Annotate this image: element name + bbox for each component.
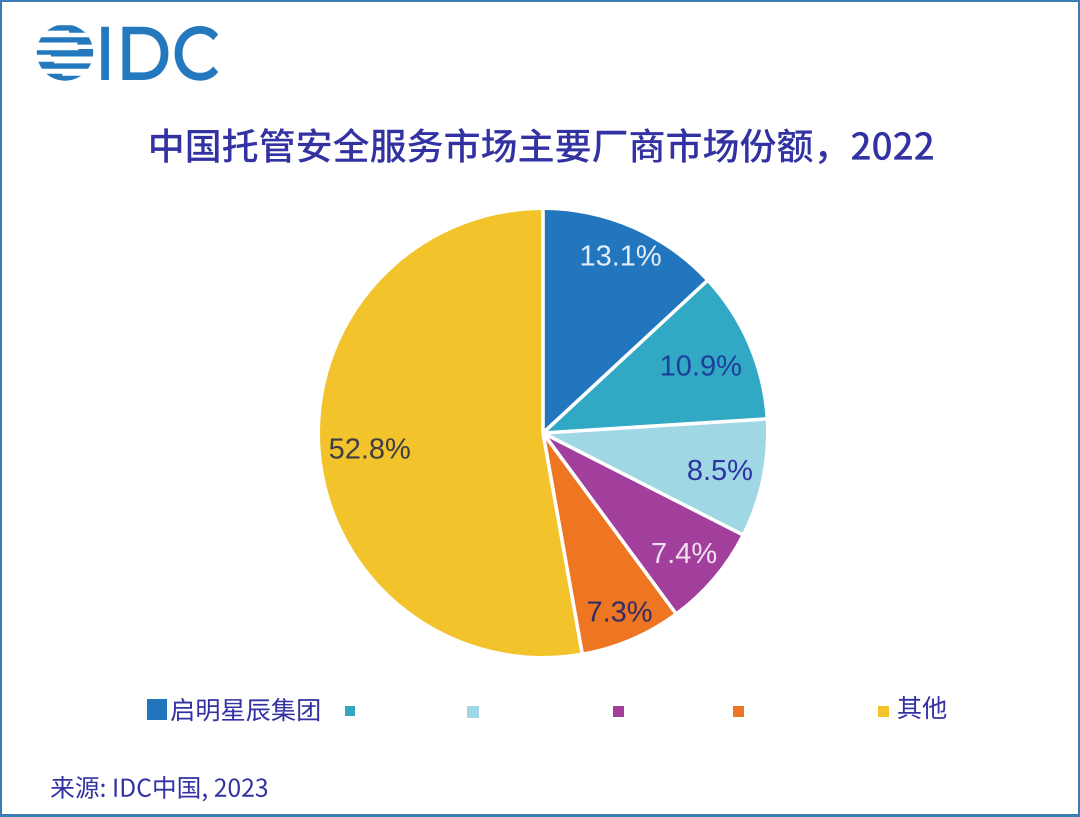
legend-swatch-3: [612, 706, 624, 717]
pie-label-3: 7.4%: [651, 538, 717, 570]
pie-slice-gap: [542, 431, 744, 537]
legend-label-outline-qita: [897, 696, 946, 720]
legend-label-outline-qiming-glyphs: [170, 697, 320, 722]
pie-slice-gap: [542, 417, 768, 435]
legend-label-outline-qiming: [170, 697, 320, 722]
pie-label-0: 13.1%: [579, 240, 661, 272]
legend-swatch-0: [147, 699, 167, 720]
globe-stripe: [36, 49, 94, 57]
chart-title-outline-glyphs: [151, 128, 933, 165]
legend-swatch-2: [467, 706, 479, 718]
pie-slice-4: [543, 433, 676, 653]
pie-label-1: 10.9%: [660, 351, 742, 383]
pie-slice-3: [543, 433, 742, 613]
pie-slice-5: [320, 210, 583, 657]
legend-swatch-5: [877, 706, 889, 717]
legend-swatch-1: [345, 706, 355, 716]
legend-swatch-4: [733, 706, 744, 717]
globe-stripe: [36, 61, 94, 69]
legend-label-outline-qita-glyphs: [897, 696, 946, 720]
pie-label-5: 52.8%: [329, 434, 411, 466]
pie-slice-2: [543, 419, 766, 535]
pie-label-2: 8.5%: [687, 455, 753, 487]
chart-title-outline: [151, 128, 933, 165]
pie-slice-gap: [541, 279, 709, 435]
pie-label-4: 7.3%: [586, 597, 652, 629]
pie-slice-gap: [541, 432, 585, 655]
source-note-outline-glyphs: [50, 775, 267, 802]
idc-globe-icon: [36, 25, 219, 81]
globe-stripe: [36, 37, 94, 45]
pie-slice-1: [543, 281, 766, 433]
source-note-outline: [50, 775, 267, 802]
pie-slice-0: [543, 210, 707, 433]
idc-logo-wordmark: [101, 26, 219, 81]
pie-slice-gap: [541, 431, 678, 615]
